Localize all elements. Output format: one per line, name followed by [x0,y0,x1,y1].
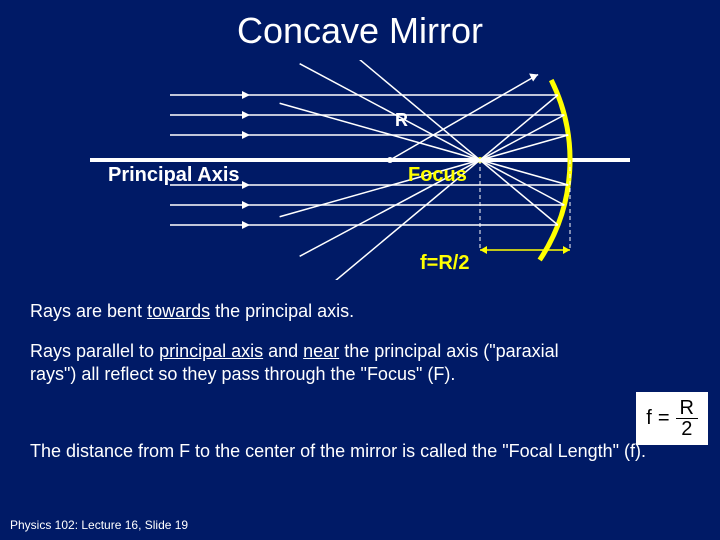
formula-lhs: f [646,407,652,430]
r-label: R [395,110,408,131]
focus-label: Focus [408,164,467,187]
text-block-2: Rays parallel to principal axis and near… [30,340,610,387]
slide-footer: Physics 102: Lecture 16, Slide 19 [10,518,188,532]
mirror-diagram: Principal Axis Focus R f=R/2 [90,60,630,280]
formula-box: f = R 2 [636,392,708,445]
f-eq-label: f=R/2 [420,252,469,275]
text-block-1: Rays are bent towards the principal axis… [30,300,690,323]
principal-axis-label: Principal Axis [108,164,240,187]
formula-eq: = [658,407,670,430]
text-block-3: The distance from F to the center of the… [30,440,690,463]
page-title: Concave Mirror [0,0,720,52]
formula-fraction: R 2 [676,398,698,439]
